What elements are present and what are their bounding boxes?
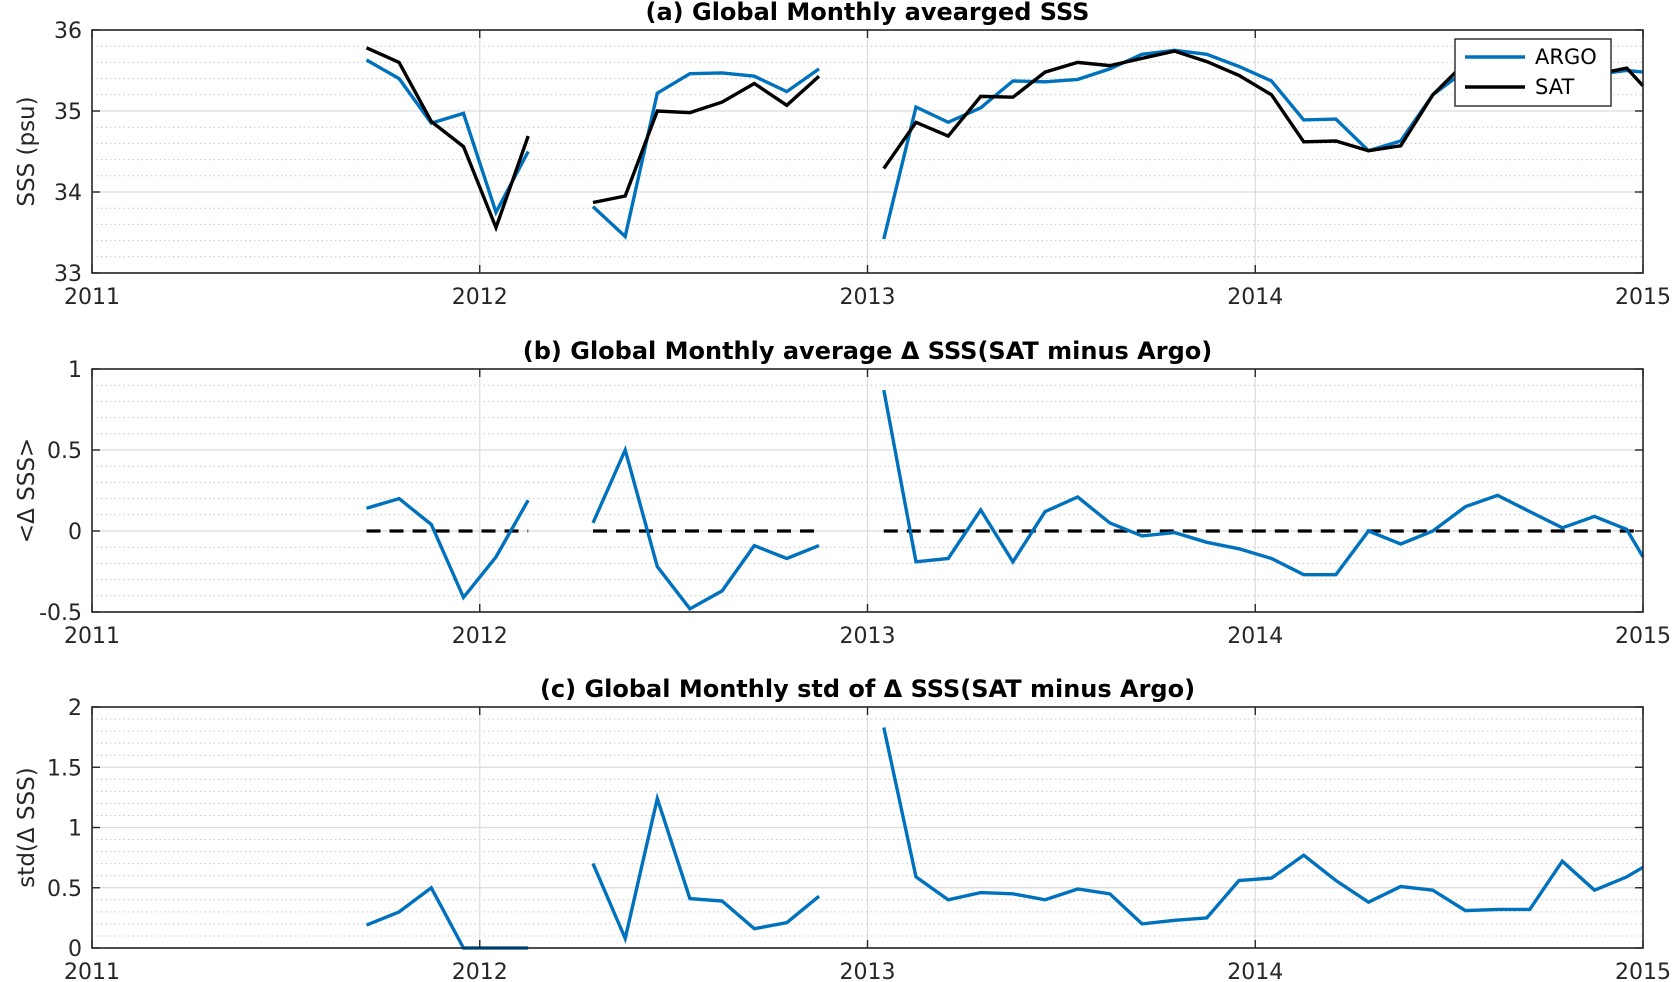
series-line-segment [591,444,820,611]
panel-a-title: (a) Global Monthly avearged SSS [646,0,1090,26]
panel-c-y-axis-label: std(Δ SSS) [14,767,40,887]
legend-box [1454,38,1612,107]
y-tick-label: 35 [54,100,82,125]
x-tick-label: 2015 [1615,960,1671,982]
y-tick-label: 0 [68,520,82,545]
x-tick-label: 2015 [1615,285,1671,310]
x-tick-label: 2011 [64,960,120,982]
x-tick-label: 2012 [452,960,508,982]
x-tick-label: 2013 [840,624,896,649]
x-tick-label: 2013 [840,285,896,310]
grid [91,368,1644,613]
panel-b: (b) Global Monthly average Δ SSS(SAT min… [14,337,1671,649]
x-tick-label: 2012 [452,624,508,649]
series-line-segment [882,727,1644,926]
y-tick-label: 1 [68,817,82,842]
x-tick-label: 2014 [1227,285,1283,310]
y-tick-label: 36 [54,19,82,44]
x-tick-label: 2014 [1227,960,1283,982]
series-line-segment [365,58,530,217]
panel-c: (c) Global Monthly std of Δ SSS(SAT minu… [14,675,1671,982]
panel-b-title: (b) Global Monthly average Δ SSS(SAT min… [523,337,1212,365]
panel-a: (a) Global Monthly avearged SSS SSS (psu… [14,0,1671,310]
y-tick-label: 2 [68,696,82,721]
y-tick-label: 0.5 [47,877,82,902]
y-tick-label: 1.5 [47,756,82,781]
series-line-segment [592,74,821,205]
panel-b-y-axis-label: <Δ SSS> [14,438,40,543]
y-tick-label: 34 [54,181,82,206]
x-tick-label: 2011 [64,285,120,310]
series-line-segment [882,389,1645,577]
series-series-1 [366,389,1645,611]
panel-a-y-axis-label: SSS (psu) [14,96,40,206]
legend-argo-label: ARGO [1535,45,1597,69]
panel-a-legend: ARGO SAT [1454,38,1612,107]
y-tick-label: 33 [54,262,82,287]
series-line-segment [591,792,821,944]
x-tick-label: 2015 [1615,624,1671,649]
panel-c-title: (c) Global Monthly std of Δ SSS(SAT minu… [540,675,1195,703]
x-tick-label: 2013 [840,960,896,982]
y-tick-label: 1 [68,358,82,383]
x-tick-label: 2011 [64,624,120,649]
x-tick-label: 2014 [1227,624,1283,649]
y-tick-label: 0.5 [47,439,82,464]
series-line-segment [591,67,820,240]
x-tick-label: 2012 [452,285,508,310]
legend-sat-label: SAT [1535,75,1574,99]
y-tick-label: 0 [68,937,82,962]
series-line-segment [366,496,530,601]
y-tick-label: -0.5 [39,601,82,626]
series-line-segment [365,46,530,233]
